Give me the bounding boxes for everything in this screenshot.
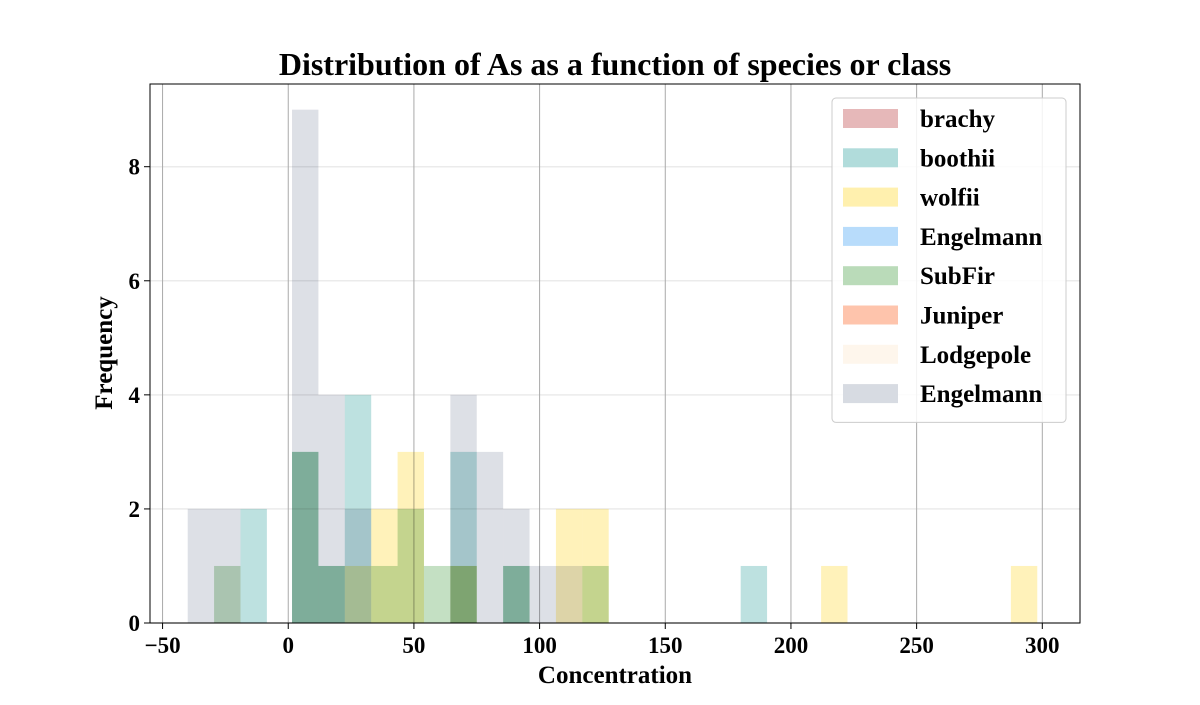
- legend-swatch-4: [843, 266, 898, 286]
- legend-swatch-6: [843, 344, 898, 364]
- plot-frame: [149, 83, 1081, 624]
- bars-layer: [187, 109, 1038, 623]
- legend-swatch-2: [843, 187, 898, 207]
- legend-swatch-1: [843, 148, 898, 168]
- bar-series-7-2: [292, 109, 319, 623]
- legend-swatch-5: [843, 305, 898, 325]
- bar-series-4-3: [371, 565, 398, 623]
- legend-entry-label: boothii: [920, 145, 995, 172]
- legend-entry-label: Juniper: [920, 303, 1003, 330]
- bar-series-1-0: [240, 508, 267, 623]
- bar-series-4-4: [397, 508, 424, 623]
- legend-entry-label: brachy: [920, 106, 996, 133]
- x-tick-label: 250: [899, 633, 934, 658]
- legend-entry-label: Engelmann: [920, 381, 1042, 408]
- legend-entry-label: wolfii: [920, 185, 980, 212]
- bar-series-7-8: [529, 565, 556, 623]
- y-tick-label: 6: [129, 269, 141, 294]
- bar-series-1-6: [740, 565, 768, 623]
- chart-title: Distribution of As as a function of spec…: [279, 46, 951, 82]
- bar-series-7-7: [503, 508, 530, 623]
- bar-series-7-5: [450, 394, 477, 623]
- y-tick-label: 0: [129, 611, 141, 636]
- bar-series-4-5: [423, 565, 451, 623]
- x-tick-label: 150: [648, 633, 683, 658]
- legend-entry-label: Engelmann: [920, 224, 1042, 251]
- x-tick-label: 50: [402, 633, 425, 658]
- bar-series-7-3: [318, 394, 345, 623]
- legend-entry-label: SubFir: [920, 263, 995, 290]
- x-axis-label: Concentration: [538, 662, 692, 689]
- y-tick-label: 2: [129, 497, 141, 522]
- x-tick-label: 300: [1025, 633, 1060, 658]
- bar-series-2-6: [821, 565, 848, 623]
- y-axis-label: Frequency: [91, 296, 118, 410]
- bar-series-7-1: [214, 508, 241, 623]
- axes-layer: [149, 83, 1081, 624]
- bar-series-7-4: [344, 508, 372, 623]
- legend-swatch-7: [843, 384, 898, 404]
- y-tick-label: 8: [129, 155, 141, 180]
- legend-box: [831, 97, 1067, 423]
- bar-series-4-8: [582, 565, 609, 623]
- bar-series-7-0: [187, 508, 215, 623]
- x-tick-label: −50: [145, 633, 181, 658]
- y-tick-label: 4: [129, 383, 141, 408]
- x-tick-label: 100: [522, 633, 557, 658]
- legend-swatch-3: [843, 226, 898, 246]
- x-tick-label: 200: [774, 633, 809, 658]
- bar-series-7-9: [555, 565, 583, 623]
- x-tick-label: 0: [282, 633, 294, 658]
- bar-series-2-7: [1010, 565, 1038, 623]
- legend-entry-label: Lodgepole: [920, 342, 1031, 369]
- bar-series-7-6: [476, 451, 504, 623]
- legend-swatch-0: [843, 109, 898, 128]
- legend: brachy boothii wolfii Engelmann SubFir Junipe…: [831, 97, 1067, 423]
